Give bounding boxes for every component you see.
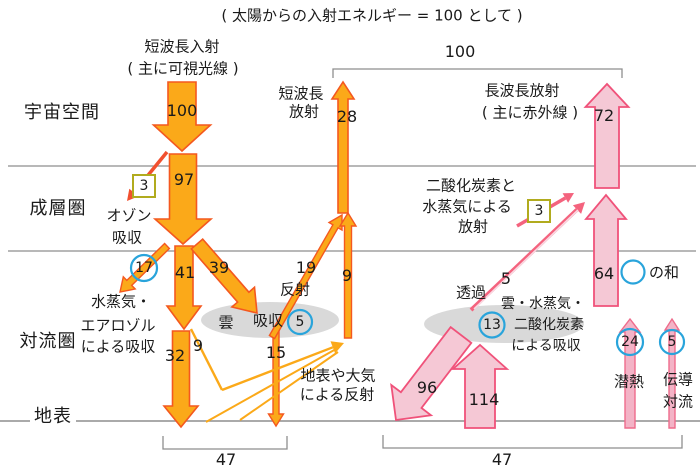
arrow-surface-32 (162, 330, 200, 429)
value-aerosol-17: 17 (135, 260, 153, 276)
label-longwave-absorption-1: 雲・水蒸気・ (501, 296, 585, 312)
label-cloud-absorption: 吸収 (252, 311, 284, 330)
label-latent-heat: 潜熱 (613, 372, 645, 391)
arrow-aerosol-17 (119, 242, 171, 293)
value-shortwave-out-28: 28 (336, 107, 358, 126)
value-scattered-9: 9 (192, 336, 204, 355)
label-longwave-out-1: 長波長放射 (484, 81, 560, 100)
value-latent-24: 24 (621, 334, 639, 350)
label-co2-emission-3: 放射 (457, 217, 489, 236)
arrow-to-cloud-39 (190, 237, 258, 315)
label-layer-stratosphere: 成層圏 (29, 198, 87, 219)
label-ozone-2: 吸収 (111, 228, 143, 247)
label-surface-reflection-2: による反射 (299, 385, 375, 404)
value-longwave-out-72: 72 (593, 106, 615, 125)
value-back-radiation-96: 96 (416, 378, 438, 397)
arrow-transmission-core (473, 209, 579, 310)
circle-latent-24 (615, 327, 645, 357)
reflection-merge-head (330, 341, 344, 354)
circle-sum-note (620, 259, 646, 285)
value-surface-right-47: 47 (491, 450, 513, 469)
arrow-through-cloud-15 (267, 329, 285, 428)
label-transmission: 透過 (455, 283, 487, 302)
box-ozone-3 (132, 174, 156, 198)
arrow-longwave-out-72 (583, 82, 631, 189)
label-co2-emission-1: 二酸化炭素と (425, 176, 517, 195)
label-cloud: 雲 (218, 313, 234, 332)
value-after-ozone-97: 97 (173, 170, 195, 189)
value-through-cloud-15: 15 (265, 343, 287, 362)
label-surface-reflection-1: 地表や大気 (300, 366, 376, 385)
arrow-incoming-100 (151, 81, 213, 153)
value-ozone-3: 3 (139, 178, 149, 194)
arrow-transmission-5-head (572, 202, 585, 214)
label-reflection: 反射 (279, 280, 311, 299)
value-co2-emission-3: 3 (534, 203, 544, 219)
circle-conduction-5 (658, 328, 686, 356)
value-conduction-5: 5 (667, 334, 677, 350)
reflection-from-ground-1 (205, 348, 337, 423)
label-longwave-out-2: ( 主に赤外線 ) (481, 103, 579, 122)
label-layer-surface: 地表 (30, 408, 76, 426)
label-layer-space: 宇宙空間 (24, 102, 100, 123)
circle-aerosol-17 (129, 253, 159, 283)
label-co2-emission-2: 水蒸気による (422, 197, 512, 216)
label-layer-troposphere: 対流圏 (19, 331, 77, 352)
circle-longwave-absorbed-13 (478, 311, 506, 339)
arrow-shortwave-out-28 (330, 80, 356, 214)
bracket-top-100 (332, 68, 623, 78)
label-longwave-absorption-3: による吸収 (511, 338, 581, 354)
arrow-reflected-up-9 (338, 211, 358, 339)
label-shortwave-out-1: 短波長 (278, 84, 324, 103)
label-incoming-shortwave: 短波長入射 (144, 37, 220, 56)
box-co2-3 (527, 199, 551, 223)
value-surface-32: 32 (164, 346, 186, 365)
value-atmosphere-out-64: 64 (593, 264, 615, 283)
arrow-atmosphere-out-64 (584, 193, 628, 307)
label-aerosol-2: エアロゾル (80, 316, 156, 335)
value-reflected-up-9: 9 (341, 266, 353, 285)
diagram-title: ( 太陽からの入射エネルギー = 100 として ) (221, 6, 523, 25)
arrow-cloud-reflected-19 (268, 213, 343, 340)
label-aerosol-1: 水蒸気・ (90, 292, 152, 311)
label-longwave-absorption-2: 二酸化炭素 (514, 317, 584, 333)
bracket-surface-right (382, 435, 683, 449)
value-direct-41: 41 (174, 263, 196, 282)
value-surface-radiation-114: 114 (468, 390, 500, 409)
label-conduction-1: 伝導 (662, 370, 694, 389)
label-incoming-visible: ( 主に可視光線 ) (127, 59, 239, 78)
label-ozone-1: オゾン (106, 206, 152, 225)
reflection-merge-shaft (221, 346, 334, 392)
value-top-bracket-100: 100 (444, 42, 476, 61)
label-conduction-2: 対流 (662, 392, 694, 411)
arrow-co2-emission-3-head (562, 193, 574, 203)
label-sum-note: の和 (648, 263, 680, 282)
arrow-surface-radiation-114 (450, 343, 510, 429)
arrow-latent-24 (618, 317, 642, 429)
value-to-cloud-39: 39 (208, 258, 230, 277)
bracket-surface-left (162, 436, 288, 450)
label-shortwave-out-2: 放射 (288, 102, 320, 121)
arrow-back-radiation-96 (390, 325, 473, 422)
value-cloud-reflected-19: 19 (295, 258, 317, 277)
value-longwave-absorbed-13: 13 (483, 317, 501, 333)
value-incoming-100: 100 (166, 101, 198, 120)
reflection-branch-9 (189, 328, 224, 391)
arrow-direct-41 (165, 245, 203, 331)
label-aerosol-3: による吸収 (80, 337, 156, 356)
value-cloud-absorbed-5: 5 (295, 314, 305, 330)
circle-cloud-absorbed-5 (286, 308, 314, 336)
value-surface-left-47: 47 (215, 450, 237, 469)
arrow-transmission-5-shaft (469, 208, 579, 312)
arrow-after-ozone-97 (152, 153, 214, 246)
value-transmitted-5: 5 (500, 269, 512, 288)
reflection-from-ground-2 (239, 351, 339, 421)
